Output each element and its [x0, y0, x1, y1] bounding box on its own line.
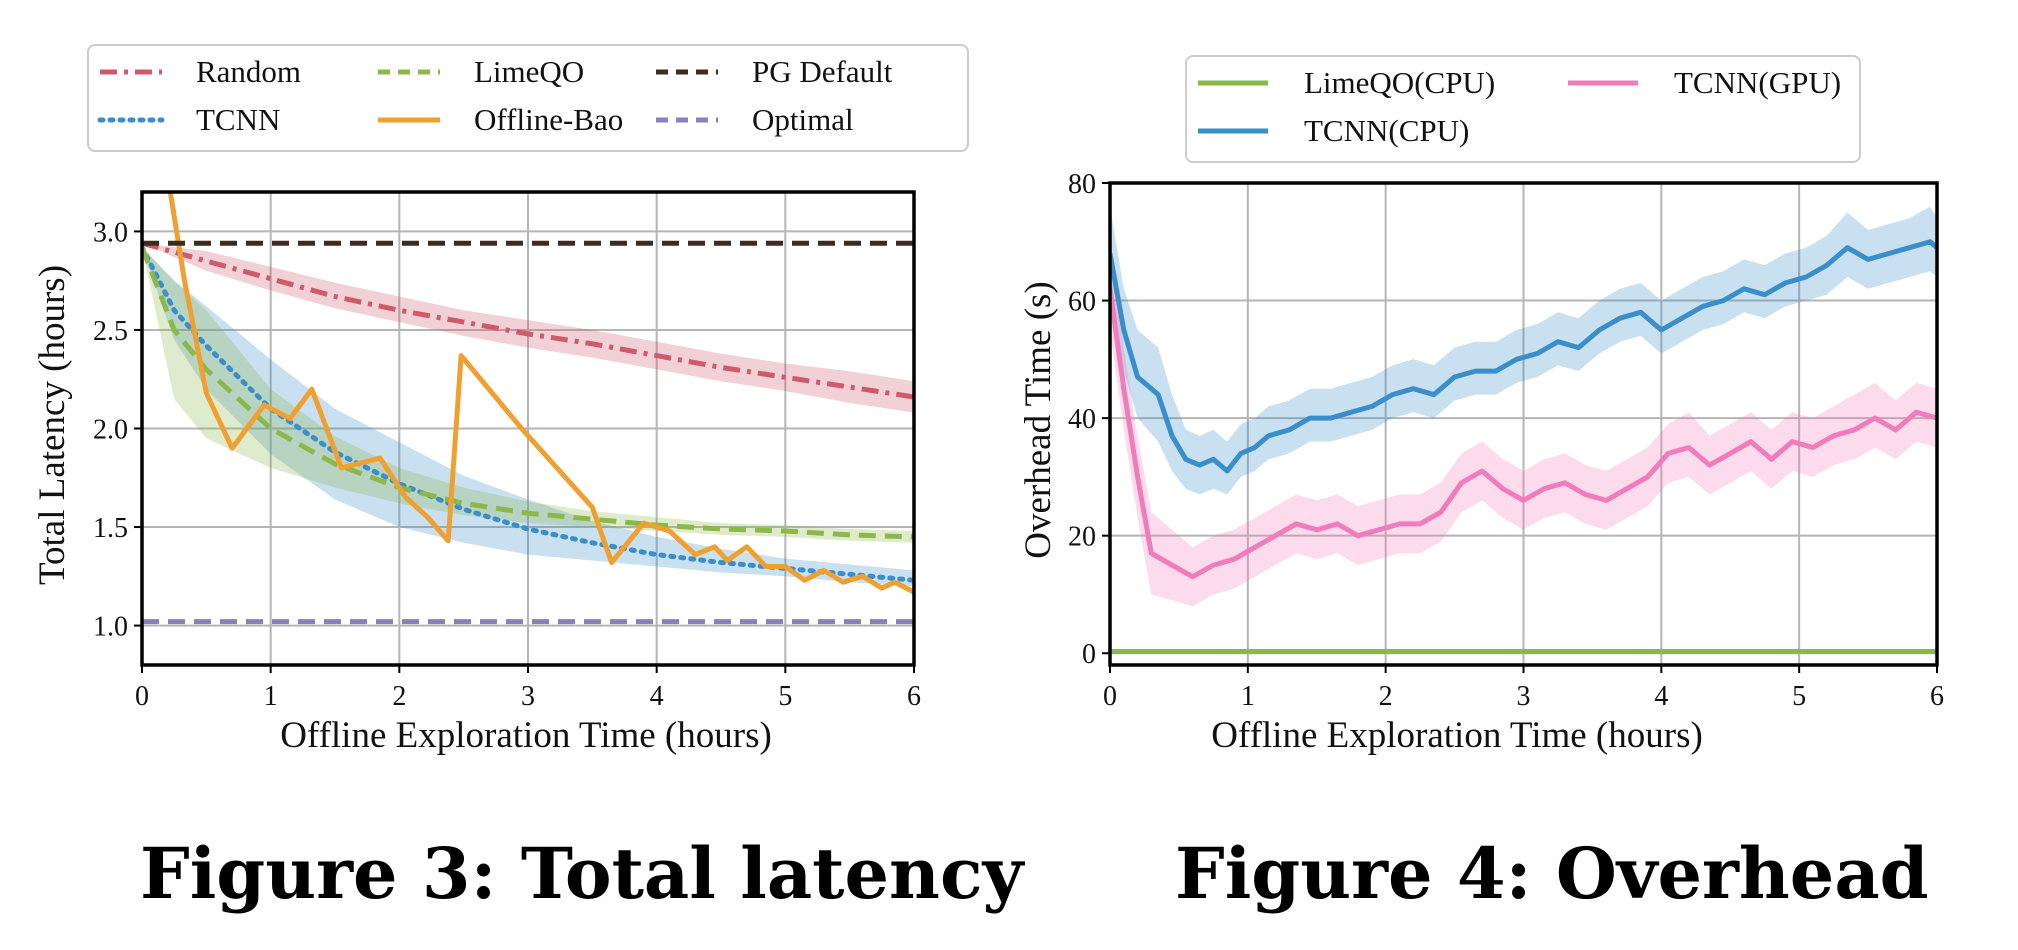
y-tick-label: 60	[1068, 287, 1096, 318]
overhead-chart-y-axis-label: Overhead Time (s)	[1018, 281, 1059, 558]
figure-4-caption: Figure 4: Overhead	[1175, 832, 1929, 915]
legend-label-pg-default: PG Default	[752, 54, 893, 89]
series-band-tcnn-gpu	[1110, 247, 1937, 607]
latency-chart: 0 1 2 3 4 5 6 1.0 1.5 2.0 2.5 3.0 Offline Explorati…	[32, 44, 969, 756]
x-tick-label: 5	[778, 681, 792, 712]
series-line-offline-bao	[167, 192, 914, 595]
y-tick-label: 80	[1068, 169, 1096, 200]
y-tick-label: 1.5	[93, 513, 128, 544]
x-tick-label: 2	[1379, 681, 1393, 712]
legend-label-tcnn: TCNN	[196, 102, 280, 137]
latency-chart-legend: Random TCNN LimeQO Offline-Bao PG Default Opt…	[87, 44, 969, 152]
legend-label-offline-bao: Offline-Bao	[474, 102, 623, 137]
x-tick-label: 6	[1930, 681, 1944, 712]
series-band-tcnn	[142, 247, 914, 587]
overhead-chart-x-axis-label: Offline Exploration Time (hours)	[1211, 715, 1703, 756]
legend-label-tcnn-gpu: TCNN(GPU)	[1674, 65, 1841, 100]
y-tick-label: 3.0	[93, 217, 128, 248]
series-band-random	[142, 243, 914, 413]
x-tick-label: 2	[392, 681, 406, 712]
legend-label-random: Random	[196, 54, 301, 89]
x-tick-label: 3	[1517, 681, 1531, 712]
legend-label-limeqo-cpu: LimeQO(CPU)	[1304, 65, 1495, 100]
x-tick-label: 4	[650, 681, 664, 712]
x-tick-label: 1	[264, 681, 278, 712]
x-tick-label: 4	[1654, 681, 1668, 712]
x-tick-label: 5	[1792, 681, 1806, 712]
legend-label-limeqo: LimeQO	[474, 54, 584, 89]
x-tick-label: 0	[135, 681, 149, 712]
latency-chart-lines	[142, 192, 914, 625]
x-tick-label: 6	[907, 681, 921, 712]
legend-label-tcnn-cpu: TCNN(CPU)	[1304, 113, 1469, 148]
x-tick-label: 1	[1241, 681, 1255, 712]
series-line-random	[142, 240, 914, 400]
x-tick-label: 3	[521, 681, 535, 712]
series-band-limeqo	[142, 247, 914, 543]
series-line-tcnn-cpu	[1110, 239, 1937, 474]
y-tick-label: 2.5	[93, 316, 128, 347]
overhead-chart-lines	[1110, 239, 1937, 654]
latency-chart-bands	[142, 243, 914, 587]
x-tick-label: 0	[1103, 681, 1117, 712]
series-line-tcnn-gpu	[1110, 288, 1937, 580]
y-tick-label: 40	[1068, 404, 1096, 435]
legend-frame	[1185, 55, 1861, 163]
figure-3-caption: Figure 3: Total latency	[140, 832, 1024, 915]
y-tick-label: 2.0	[93, 415, 128, 446]
y-tick-label: 1.0	[93, 612, 128, 643]
overhead-chart-bands	[1110, 206, 1937, 607]
legend-label-optimal: Optimal	[752, 102, 854, 137]
overhead-chart-legend: LimeQO(CPU) TCNN(CPU) TCNN(GPU)	[1185, 55, 1861, 163]
latency-chart-y-axis-label: Total Latency (hours)	[32, 265, 73, 585]
latency-chart-ticks: 0 1 2 3 4 5 6 1.0 1.5 2.0 2.5 3.0	[93, 217, 921, 712]
series-band-tcnn-cpu	[1110, 206, 1937, 495]
legend-frame	[87, 44, 969, 152]
y-tick-label: 0	[1082, 639, 1096, 670]
y-tick-label: 20	[1068, 522, 1096, 553]
latency-chart-x-axis-label: Offline Exploration Time (hours)	[280, 715, 772, 756]
